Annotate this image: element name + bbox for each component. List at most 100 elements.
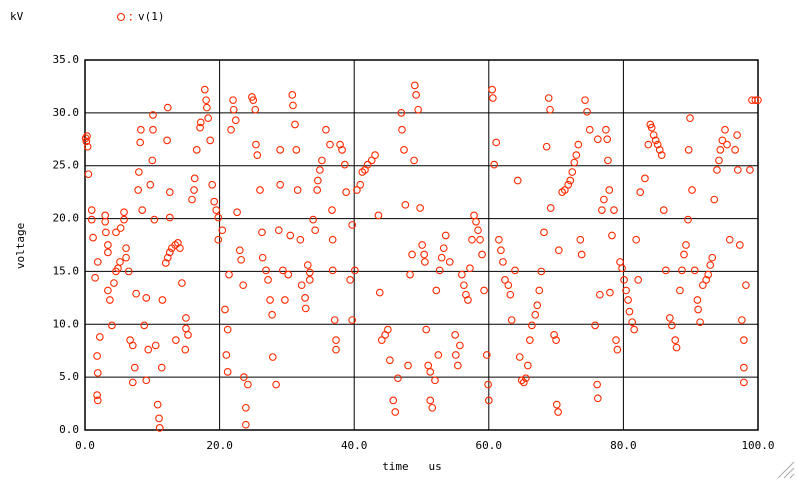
- data-point: [716, 146, 725, 154]
- data-point: [460, 281, 468, 290]
- data-point: [138, 206, 147, 214]
- data-point: [288, 91, 297, 99]
- resize-handle-line: [789, 473, 795, 479]
- data-point: [628, 318, 636, 327]
- y-unit: kV: [10, 10, 24, 23]
- data-point: [528, 321, 536, 330]
- data-point: [93, 352, 101, 360]
- data-point: [158, 296, 167, 304]
- data-point: [241, 403, 250, 412]
- y-tick-label: 25.0: [53, 159, 80, 172]
- data-point: [572, 151, 581, 159]
- data-point: [740, 363, 748, 372]
- data-point: [408, 250, 416, 259]
- data-point: [87, 215, 96, 224]
- data-point: [603, 135, 612, 144]
- data-point: [733, 131, 741, 139]
- y-tick-label: 20.0: [53, 212, 80, 225]
- data-point: [686, 114, 694, 122]
- data-point: [644, 140, 653, 149]
- data-point: [602, 125, 610, 134]
- data-point: [132, 289, 140, 298]
- data-point: [517, 376, 526, 385]
- data-point: [456, 341, 464, 350]
- data-point: [583, 107, 591, 116]
- data-point: [428, 403, 437, 412]
- data-point: [659, 206, 668, 214]
- data-point: [542, 142, 551, 151]
- data-point: [93, 258, 102, 266]
- data-point: [128, 378, 137, 387]
- data-point: [83, 132, 91, 140]
- data-point: [680, 250, 688, 259]
- data-point: [546, 204, 555, 212]
- x-tick-label: 80.0: [610, 439, 637, 452]
- data-point: [746, 166, 754, 174]
- data-point: [239, 281, 248, 290]
- data-point: [630, 325, 639, 334]
- data-point: [348, 221, 357, 229]
- data-point: [706, 261, 715, 269]
- data-point: [426, 368, 435, 376]
- data-point: [672, 343, 681, 352]
- data-point: [163, 136, 171, 145]
- data-point: [303, 261, 312, 269]
- x-tick-label: 100.0: [741, 439, 774, 452]
- data-point: [163, 103, 172, 112]
- series: [81, 81, 762, 432]
- data-point: [93, 369, 102, 377]
- data-point: [172, 336, 180, 344]
- data-point: [612, 336, 620, 344]
- data-point: [410, 81, 419, 90]
- data-point: [684, 146, 693, 154]
- data-point: [566, 176, 575, 185]
- data-point: [694, 305, 702, 314]
- data-point: [253, 151, 262, 159]
- data-point: [421, 258, 429, 266]
- x-tick-label: 60.0: [476, 439, 503, 452]
- data-point: [182, 314, 190, 322]
- data-point: [223, 368, 232, 376]
- data-point: [252, 140, 260, 149]
- data-point: [328, 206, 336, 214]
- data-point: [130, 363, 139, 372]
- data-point: [120, 215, 128, 224]
- data-point: [458, 270, 466, 279]
- data-point: [367, 156, 376, 165]
- data-point: [678, 266, 686, 275]
- data-point: [546, 105, 554, 114]
- data-point: [506, 290, 515, 299]
- data-point: [342, 188, 350, 196]
- data-point: [480, 286, 488, 295]
- data-point: [214, 235, 223, 244]
- data-point: [95, 333, 104, 341]
- data-point: [93, 396, 102, 405]
- data-point: [176, 244, 184, 253]
- data-point: [274, 226, 283, 235]
- data-point: [268, 353, 277, 361]
- data-point: [384, 325, 392, 334]
- data-point: [688, 186, 696, 194]
- data-point: [668, 321, 676, 330]
- data-point: [735, 241, 744, 249]
- data-point: [684, 215, 692, 224]
- data-point: [318, 156, 326, 165]
- data-point: [258, 228, 266, 237]
- y-tick-label: 35.0: [53, 53, 80, 66]
- data-point: [102, 228, 110, 237]
- data-point: [161, 259, 170, 267]
- data-point: [276, 180, 285, 189]
- data-point: [155, 424, 164, 432]
- legend-marker: [116, 12, 126, 22]
- data-point: [182, 324, 190, 333]
- data-point: [149, 111, 157, 119]
- data-point: [604, 156, 612, 165]
- data-point: [526, 336, 534, 344]
- data-point: [435, 266, 444, 275]
- data-point: [241, 420, 250, 429]
- data-point: [101, 211, 110, 220]
- data-point: [568, 168, 577, 176]
- data-point: [272, 380, 280, 389]
- data-point: [608, 231, 616, 240]
- data-point: [328, 235, 337, 244]
